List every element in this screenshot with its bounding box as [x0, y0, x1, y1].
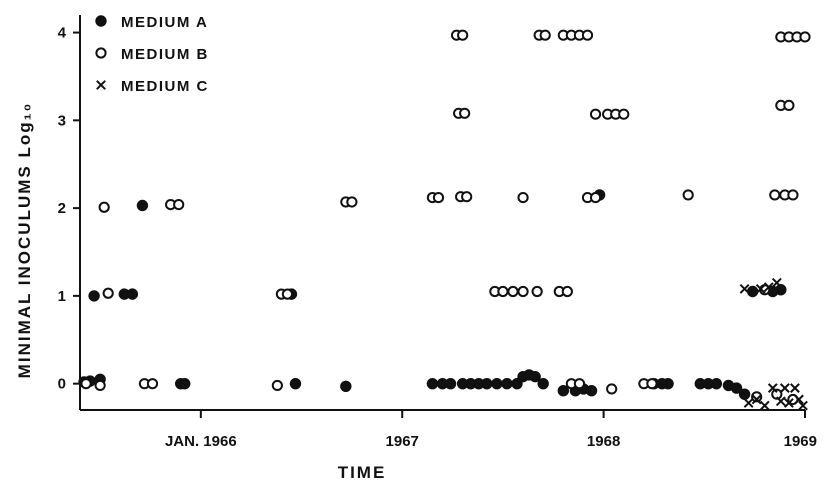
y-tick-label: 3	[58, 112, 66, 129]
data-point-medium-a	[289, 377, 302, 390]
y-axis-title: MINIMAL INOCULUMS Log₁₀	[15, 102, 34, 379]
data-point-medium-c	[751, 394, 762, 405]
x-tick-label: 1967	[386, 433, 419, 450]
data-point-medium-b	[98, 201, 110, 213]
y-tick-label: 4	[58, 25, 67, 42]
data-point-medium-a	[501, 377, 513, 390]
data-point-medium-a	[537, 377, 549, 390]
data-point-medium-b	[281, 288, 294, 300]
legend-item-medium-b: MEDIUM B	[95, 46, 209, 63]
data-point-medium-b	[573, 378, 586, 390]
data-point-medium-a	[136, 199, 149, 212]
data-point-medium-c	[783, 398, 794, 408]
data-point-medium-a	[340, 380, 352, 392]
data-point-medium-b	[507, 285, 519, 298]
data-point-medium-b	[531, 285, 543, 298]
data-point-medium-b	[517, 285, 529, 298]
data-point-medium-c	[771, 277, 782, 288]
data-point-medium-a	[730, 382, 743, 394]
y-tick-label: 2	[58, 200, 66, 217]
data-point-medium-b	[618, 108, 630, 120]
data-point-medium-b	[346, 196, 358, 208]
data-point-medium-a	[179, 377, 191, 390]
data-point-medium-c	[779, 383, 790, 393]
data-point-medium-b	[589, 191, 602, 204]
data-point-medium-a	[710, 377, 723, 390]
axes: 0 1 2 3 4 JAN. 1966 1967 1968 1969 TIME MINIMAL IN…	[15, 15, 817, 482]
data-point-medium-b	[589, 108, 602, 120]
data-point-medium-b	[561, 285, 573, 298]
y-tick-label: 0	[58, 376, 66, 393]
x-tick-label: JAN. 1966	[165, 433, 237, 450]
data-point-medium-a	[481, 377, 493, 390]
data-point-medium-b	[682, 189, 694, 201]
data-point-medium-b	[80, 378, 92, 390]
data-point-medium-c	[763, 282, 774, 293]
data-point-medium-a	[444, 377, 457, 390]
data-point-medium-b	[646, 378, 658, 390]
x-tick-label: 1969	[784, 433, 817, 450]
data-point-medium-c	[790, 383, 800, 393]
legend-item-medium-a: MEDIUM A	[95, 14, 208, 31]
data-point-medium-b	[751, 391, 763, 403]
data-point-medium-a	[529, 370, 541, 383]
data-point-medium-c	[759, 400, 770, 411]
data-point-medium-c	[743, 398, 754, 408]
legend-item-medium-c: MEDIUM C	[96, 78, 209, 95]
data-point-medium-a	[585, 384, 598, 397]
data-point-medium-b	[606, 383, 618, 395]
data-point-medium-b	[539, 29, 551, 41]
data-point-medium-c	[739, 283, 750, 294]
legend-label-medium-a: MEDIUM A	[121, 14, 208, 31]
data-point-medium-b	[459, 107, 471, 119]
data-point-medium-c	[775, 396, 786, 407]
legend: MEDIUM A MEDIUM B MEDIUM C	[95, 14, 209, 95]
data-point-medium-b	[799, 31, 811, 43]
series-medium-a	[78, 189, 787, 400]
legend-marker-medium-b	[95, 47, 107, 59]
data-point-medium-b	[771, 388, 783, 400]
data-point-medium-a	[746, 285, 759, 298]
data-point-medium-b	[461, 191, 473, 203]
data-point-medium-b	[769, 189, 781, 201]
y-tick-label: 1	[58, 288, 66, 305]
data-point-medium-a	[662, 377, 674, 390]
plot-area	[78, 29, 811, 411]
legend-label-medium-b: MEDIUM B	[121, 46, 209, 63]
data-point-medium-a	[88, 290, 100, 302]
data-point-medium-a	[426, 377, 439, 390]
data-point-medium-c	[798, 400, 808, 411]
series-medium-c	[739, 277, 808, 411]
data-point-medium-b	[457, 29, 469, 41]
data-point-medium-a	[738, 388, 751, 400]
data-point-medium-b	[146, 378, 159, 390]
x-tick-label: 1968	[587, 433, 620, 450]
data-point-medium-c	[794, 394, 804, 405]
data-point-medium-a	[491, 377, 503, 390]
data-point-medium-b	[173, 199, 185, 211]
series-medium-b	[80, 29, 811, 406]
legend-label-medium-c: MEDIUM C	[121, 78, 209, 95]
data-point-medium-b	[787, 189, 799, 201]
data-point-medium-b	[581, 29, 594, 41]
data-point-medium-b	[94, 379, 106, 392]
data-point-medium-b	[517, 191, 529, 204]
legend-marker-medium-a	[95, 15, 107, 27]
data-point-medium-b	[102, 287, 114, 299]
data-point-medium-a	[775, 284, 787, 296]
legend-marker-medium-c	[96, 80, 106, 90]
data-point-medium-c	[755, 283, 766, 294]
data-point-medium-b	[497, 285, 509, 298]
data-point-medium-a	[126, 288, 139, 300]
data-point-medium-b	[271, 379, 283, 392]
data-point-medium-a	[557, 384, 570, 397]
data-point-medium-c	[767, 383, 778, 393]
data-point-medium-b	[432, 191, 445, 204]
x-axis-title: TIME	[338, 463, 387, 482]
data-point-medium-b	[783, 99, 795, 112]
